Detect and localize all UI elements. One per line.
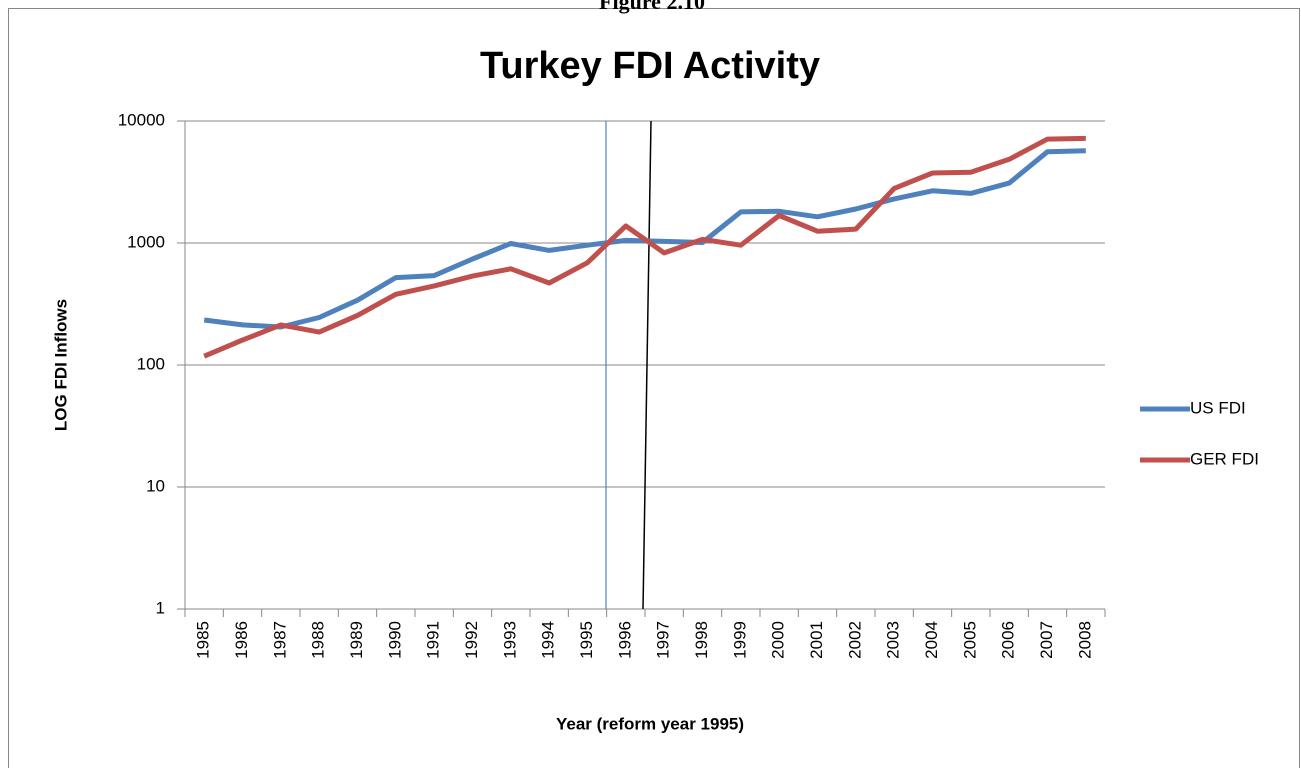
reform-line bbox=[642, 120, 652, 610]
y-tick-label: 10 bbox=[146, 476, 165, 495]
figure-label: Figure 2.10 bbox=[599, 0, 705, 14]
x-tick-label: 1990 bbox=[385, 621, 404, 659]
x-tick-label: 1992 bbox=[462, 621, 481, 659]
x-tick-label: 2001 bbox=[807, 621, 826, 659]
series-line bbox=[203, 135, 1086, 359]
x-tick-label: 2002 bbox=[845, 621, 864, 659]
x-tick-label: 2004 bbox=[922, 621, 941, 659]
x-tick-label: 1991 bbox=[424, 621, 443, 659]
x-tick-label: 2008 bbox=[1075, 621, 1094, 659]
x-tick-label: 2003 bbox=[884, 621, 903, 659]
chart-title: Turkey FDI Activity bbox=[480, 45, 820, 87]
x-tick-label: 1996 bbox=[615, 621, 634, 659]
y-tick-label: 1000 bbox=[127, 232, 165, 251]
x-tick-label: 1985 bbox=[194, 621, 213, 659]
x-tick-label: 2000 bbox=[769, 621, 788, 659]
x-tick-label: 1986 bbox=[232, 621, 251, 659]
x-tick-label: 1987 bbox=[270, 621, 289, 659]
x-tick-label: 1995 bbox=[577, 621, 596, 659]
x-tick-label: 1999 bbox=[730, 621, 749, 659]
x-tick-label: 2006 bbox=[999, 621, 1018, 659]
x-tick-label: 2005 bbox=[960, 621, 979, 659]
x-tick-label: 1993 bbox=[500, 621, 519, 659]
x-tick-label: 1997 bbox=[654, 621, 673, 659]
x-tick-label: 1998 bbox=[692, 621, 711, 659]
y-tick-label: 100 bbox=[137, 354, 165, 373]
legend-label: GER FDI bbox=[1190, 449, 1259, 468]
x-tick-label: 1989 bbox=[347, 621, 366, 659]
x-tick-label: 1994 bbox=[539, 621, 558, 659]
y-tick-label: 10000 bbox=[118, 110, 165, 129]
y-tick-label: 1 bbox=[156, 598, 165, 617]
y-axis-title: LOG FDI Inflows bbox=[51, 299, 70, 431]
x-tick-label: 1988 bbox=[309, 621, 328, 659]
chart-border bbox=[8, 8, 1300, 768]
x-axis-title: Year (reform year 1995) bbox=[556, 714, 744, 733]
x-tick-label: 2007 bbox=[1037, 621, 1056, 659]
legend-label: US FDI bbox=[1190, 398, 1246, 417]
